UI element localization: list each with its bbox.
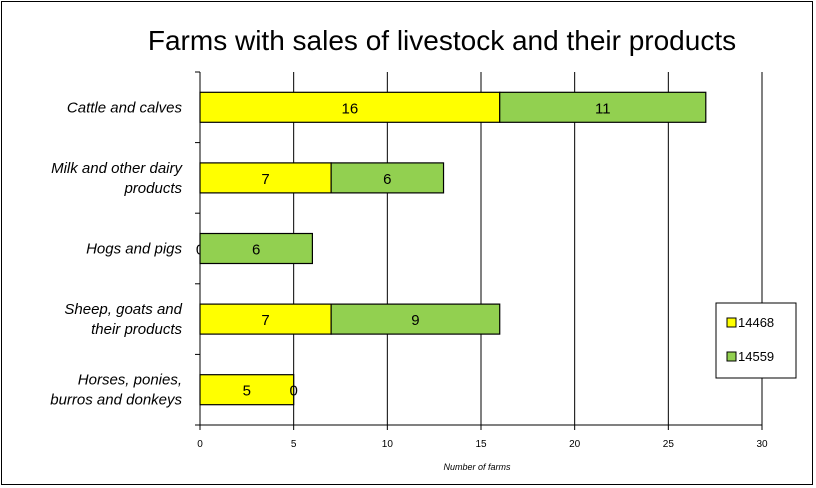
data-label: 16 bbox=[342, 100, 359, 117]
bar-segment bbox=[199, 374, 295, 406]
data-label: 5 bbox=[243, 383, 251, 400]
x-axis-title: Number of farms bbox=[443, 462, 511, 472]
legend-swatch bbox=[726, 351, 737, 362]
bar-segment bbox=[199, 303, 332, 335]
x-tick-label: 25 bbox=[663, 439, 675, 450]
category-label: products bbox=[123, 180, 182, 197]
legend-label: 14559 bbox=[738, 349, 774, 364]
x-tick-label: 15 bbox=[475, 439, 487, 450]
data-label: 7 bbox=[261, 312, 269, 329]
data-label: 6 bbox=[383, 171, 391, 188]
x-tick-label: 5 bbox=[291, 439, 297, 450]
chart-title: Farms with sales of livestock and their … bbox=[148, 25, 736, 56]
category-label: Hogs and pigs bbox=[86, 241, 182, 258]
bar-segment bbox=[499, 91, 707, 123]
legend-box bbox=[715, 302, 797, 379]
legend-label: 14468 bbox=[738, 315, 774, 330]
bar-segment bbox=[199, 162, 332, 194]
bar-segment bbox=[199, 232, 314, 265]
bar-segment bbox=[330, 303, 501, 335]
legend: 14468 14559 bbox=[715, 302, 797, 379]
category-label: Milk and other dairy bbox=[51, 160, 183, 177]
plot-area: 0 5 10 15 20 25 30 Number of farms 16 11 Cattle an… bbox=[50, 71, 768, 472]
x-tick-label: 0 bbox=[197, 439, 203, 450]
data-label: 9 bbox=[411, 312, 419, 329]
category-label: Cattle and calves bbox=[67, 99, 183, 116]
data-label: 6 bbox=[252, 242, 260, 259]
x-tick-label: 10 bbox=[382, 439, 394, 450]
x-tick-label: 20 bbox=[569, 439, 581, 450]
category-label: Sheep, goats and bbox=[64, 301, 182, 318]
category-label: Horses, ponies, bbox=[78, 372, 182, 389]
category-label: burros and donkeys bbox=[50, 392, 182, 409]
data-label: 11 bbox=[595, 100, 611, 117]
data-label: 7 bbox=[261, 171, 269, 188]
category-label: their products bbox=[91, 321, 182, 338]
data-label: 0 bbox=[289, 383, 297, 400]
x-tick-label: 30 bbox=[756, 439, 768, 450]
bar-segment bbox=[330, 162, 445, 194]
legend-swatch bbox=[726, 317, 737, 328]
